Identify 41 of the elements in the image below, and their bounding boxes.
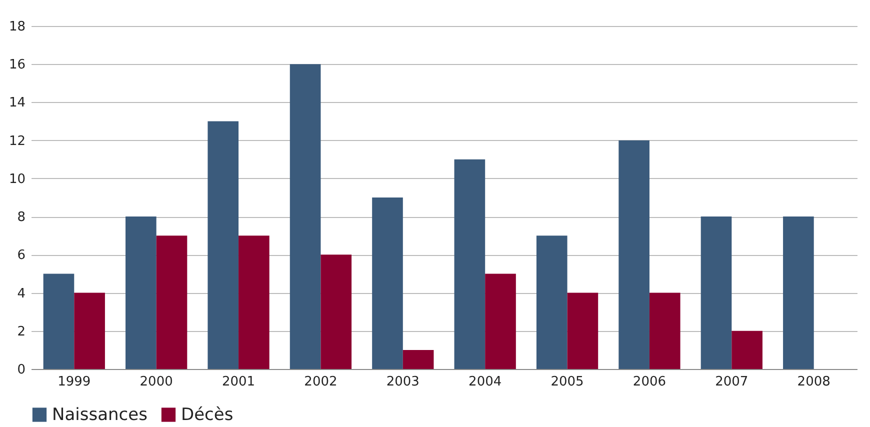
x-tick-label: 2002: [304, 374, 338, 390]
bar: [156, 236, 188, 369]
x-tick-label: 2008: [797, 374, 830, 390]
y-tick-label: 2: [17, 324, 26, 340]
x-tick-label: 2005: [550, 374, 584, 390]
bar: [783, 216, 814, 369]
x-tick-label: 2006: [632, 374, 666, 390]
bar: [208, 121, 239, 369]
bar: [126, 216, 156, 369]
bar: [618, 140, 650, 369]
y-tick-label: 8: [17, 210, 26, 226]
bar: [700, 216, 732, 369]
bar: [238, 236, 270, 369]
bar: [567, 292, 598, 369]
y-tick-label: 10: [8, 172, 26, 187]
y-tick-label: 6: [17, 248, 26, 264]
bar: [372, 198, 403, 369]
y-tick-label: 0: [17, 362, 26, 378]
bar: [536, 236, 568, 369]
x-tick-label: 2003: [386, 374, 420, 390]
bar: [732, 330, 762, 369]
y-tick-label: 4: [17, 286, 26, 302]
legend-label: Naissances: [52, 404, 148, 425]
bar: [402, 350, 434, 369]
legend-label: Décès: [181, 404, 234, 425]
bar: [454, 159, 486, 369]
y-tick-label: 12: [8, 134, 26, 149]
x-tick-label: 2000: [140, 374, 173, 390]
bar: [485, 274, 516, 369]
bar: [290, 64, 321, 369]
bar: [74, 292, 105, 369]
y-tick-label: 18: [8, 20, 26, 34]
y-tick-label: 14: [8, 96, 26, 111]
y-tick-label: 16: [8, 58, 26, 73]
bar: [43, 274, 74, 369]
x-tick-label: 2001: [222, 374, 256, 390]
bar: [320, 254, 352, 369]
x-tick-label: 1999: [58, 374, 91, 390]
x-tick-label: 2007: [715, 374, 748, 390]
x-tick-label: 2004: [468, 374, 502, 390]
bar: [649, 292, 680, 369]
